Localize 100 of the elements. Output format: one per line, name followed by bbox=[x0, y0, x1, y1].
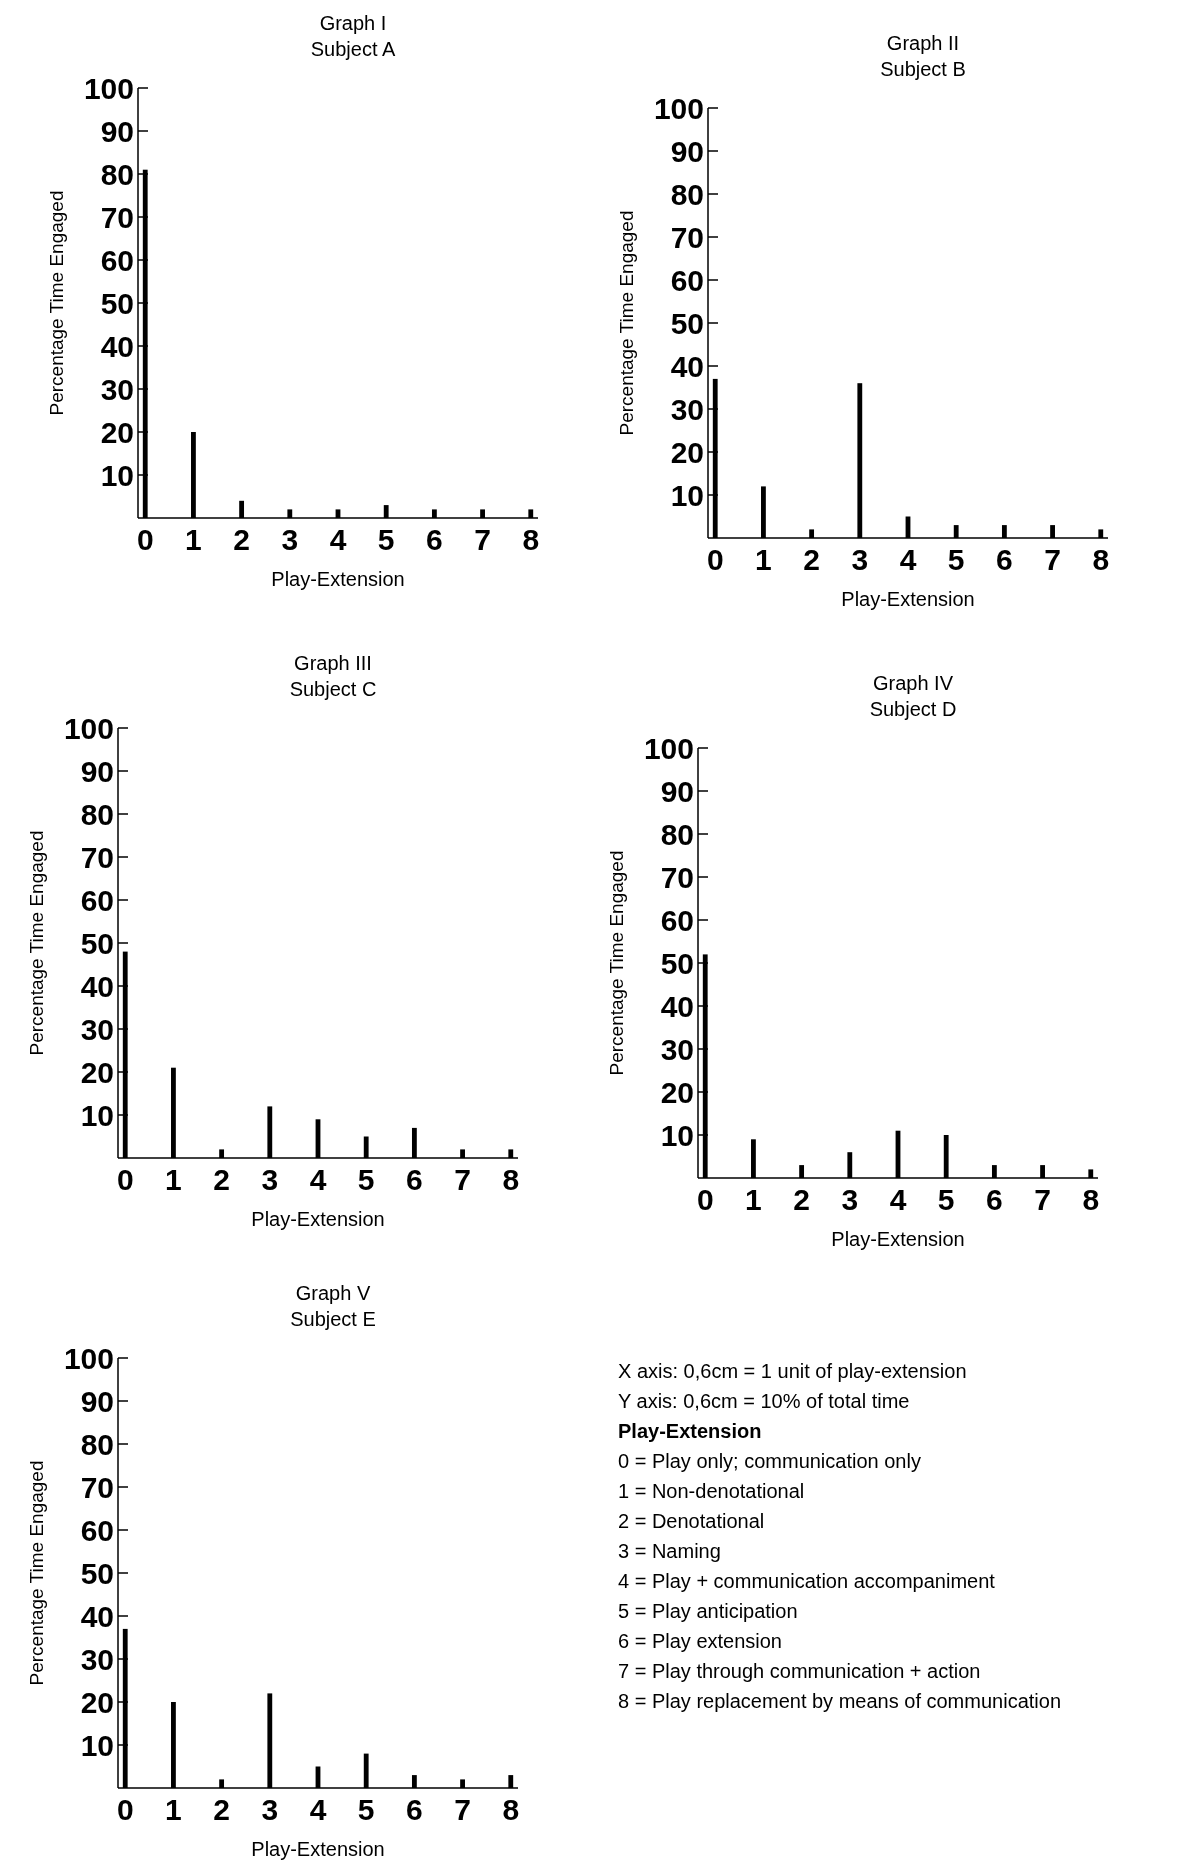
x-tick-label: 6 bbox=[426, 523, 443, 556]
y-tick-label: 40 bbox=[670, 349, 704, 383]
x-tick-label: 1 bbox=[185, 523, 202, 556]
y-tick-label: 10 bbox=[80, 1098, 114, 1132]
x-tick-label: 4 bbox=[899, 543, 917, 576]
y-axis-title: Percentage Time Engaged bbox=[616, 210, 637, 436]
y-tick-label: 50 bbox=[80, 926, 114, 960]
x-tick-label: 8 bbox=[1092, 543, 1110, 576]
y-tick-label: 100 bbox=[643, 731, 694, 765]
text: 7 = Play through communication + action bbox=[618, 1660, 981, 1682]
y-tick-label: 60 bbox=[80, 883, 114, 917]
y-tick-label: 90 bbox=[80, 754, 114, 788]
y-tick-label: 40 bbox=[100, 329, 134, 363]
text: 0 = Play only; communication only bbox=[618, 1450, 921, 1472]
chart-subtitle: Subject A bbox=[310, 38, 396, 60]
y-tick-label: 90 bbox=[80, 1384, 114, 1418]
x-tick-label: 2 bbox=[793, 1183, 810, 1216]
text: 8 = Play replacement by means of communication bbox=[618, 1690, 1061, 1712]
text: 3 = Naming bbox=[618, 1540, 721, 1562]
y-tick-label: 40 bbox=[80, 969, 114, 1003]
y-tick-label: 80 bbox=[100, 157, 134, 191]
x-axis-title: Play-Extension bbox=[251, 1838, 385, 1860]
x-tick-label: 2 bbox=[213, 1793, 230, 1826]
x-tick-label: 8 bbox=[502, 1163, 520, 1196]
y-tick-label: 20 bbox=[80, 1685, 114, 1719]
y-tick-label: 10 bbox=[670, 478, 704, 512]
x-tick-label: 6 bbox=[406, 1793, 423, 1826]
y-tick-label: 50 bbox=[670, 306, 704, 340]
y-axis-title: Percentage Time Engaged bbox=[46, 190, 67, 416]
x-tick-label: 0 bbox=[116, 1793, 134, 1826]
x-axis-title: Play-Extension bbox=[841, 588, 975, 610]
y-tick-label: 100 bbox=[653, 91, 704, 125]
x-tick-label: 5 bbox=[357, 1793, 375, 1826]
x-tick-label: 8 bbox=[522, 523, 540, 556]
text: 6 = Play extension bbox=[618, 1630, 782, 1652]
y-tick-label: 50 bbox=[80, 1556, 114, 1590]
x-tick-label: 3 bbox=[261, 1163, 279, 1196]
y-tick-label: 30 bbox=[670, 392, 704, 426]
chart-subtitle: Subject D bbox=[869, 698, 957, 720]
x-tick-label: 6 bbox=[406, 1163, 423, 1196]
y-tick-label: 60 bbox=[670, 263, 704, 297]
y-tick-label: 60 bbox=[80, 1513, 114, 1547]
x-tick-label: 3 bbox=[281, 523, 299, 556]
y-tick-label: 100 bbox=[63, 1341, 114, 1375]
chart-title: Graph II bbox=[886, 32, 960, 54]
y-tick-label: 60 bbox=[100, 243, 134, 277]
x-tick-label: 0 bbox=[706, 543, 724, 576]
x-tick-label: 4 bbox=[309, 1793, 327, 1826]
x-axis-title: Play-Extension bbox=[831, 1228, 965, 1250]
y-tick-label: 50 bbox=[100, 286, 134, 320]
y-tick-label: 80 bbox=[670, 177, 704, 211]
x-tick-label: 7 bbox=[1044, 543, 1061, 576]
y-tick-label: 90 bbox=[660, 774, 694, 808]
y-tick-label: 20 bbox=[80, 1055, 114, 1089]
y-tick-label: 80 bbox=[660, 817, 694, 851]
y-tick-label: 70 bbox=[670, 220, 704, 254]
y-axis-title: Percentage Time Engaged bbox=[26, 1460, 47, 1686]
y-axis-title: Percentage Time Engaged bbox=[606, 850, 627, 1076]
x-tick-label: 7 bbox=[454, 1793, 471, 1826]
x-tick-label: 1 bbox=[755, 543, 772, 576]
y-tick-label: 80 bbox=[80, 797, 114, 831]
text: 4 = Play + communication accompaniment bbox=[618, 1570, 996, 1592]
x-tick-label: 3 bbox=[851, 543, 869, 576]
text: X axis: 0,6cm = 1 unit of play-extension bbox=[618, 1360, 967, 1382]
y-tick-label: 40 bbox=[80, 1599, 114, 1633]
x-tick-label: 6 bbox=[986, 1183, 1003, 1216]
chart-title: Graph I bbox=[319, 12, 387, 34]
y-axis-title: Percentage Time Engaged bbox=[26, 830, 47, 1056]
y-tick-label: 30 bbox=[80, 1012, 114, 1046]
x-axis-title: Play-Extension bbox=[271, 568, 405, 590]
text: 1 = Non-denotational bbox=[618, 1480, 805, 1502]
text: 5 = Play anticipation bbox=[618, 1600, 798, 1622]
y-tick-label: 40 bbox=[660, 989, 694, 1023]
y-tick-label: 100 bbox=[83, 71, 134, 105]
x-tick-label: 1 bbox=[745, 1183, 762, 1216]
y-tick-label: 10 bbox=[660, 1118, 694, 1152]
text: Play-Extension bbox=[618, 1420, 762, 1442]
x-tick-label: 4 bbox=[889, 1183, 907, 1216]
y-tick-label: 90 bbox=[100, 114, 134, 148]
y-tick-label: 20 bbox=[660, 1075, 694, 1109]
x-tick-label: 1 bbox=[165, 1163, 182, 1196]
chart-subtitle: Subject B bbox=[880, 58, 966, 80]
text: 2 = Denotational bbox=[618, 1510, 765, 1532]
x-tick-label: 8 bbox=[1082, 1183, 1100, 1216]
y-tick-label: 90 bbox=[670, 134, 704, 168]
y-tick-label: 20 bbox=[670, 435, 704, 469]
x-tick-label: 2 bbox=[213, 1163, 230, 1196]
y-tick-label: 70 bbox=[80, 840, 114, 874]
x-tick-label: 1 bbox=[165, 1793, 182, 1826]
x-tick-label: 4 bbox=[309, 1163, 327, 1196]
x-tick-label: 7 bbox=[454, 1163, 471, 1196]
x-tick-label: 4 bbox=[329, 523, 347, 556]
chart-subtitle: Subject C bbox=[289, 678, 377, 700]
chart-title: Graph V bbox=[295, 1282, 371, 1304]
x-tick-label: 0 bbox=[136, 523, 154, 556]
y-tick-label: 50 bbox=[660, 946, 694, 980]
y-tick-label: 100 bbox=[63, 711, 114, 745]
x-tick-label: 6 bbox=[996, 543, 1013, 576]
x-tick-label: 5 bbox=[357, 1163, 375, 1196]
x-tick-label: 7 bbox=[474, 523, 491, 556]
